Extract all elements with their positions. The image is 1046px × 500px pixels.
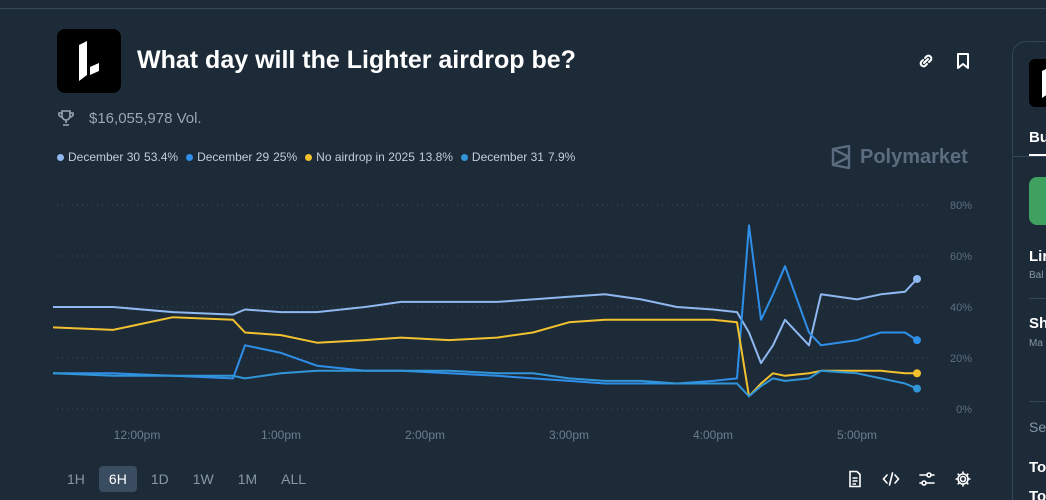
link-icon[interactable] [916,51,936,71]
balance-label: Bal [1029,270,1044,281]
top-divider [0,8,1046,9]
tab-buy[interactable]: Bu [1029,129,1046,146]
gear-icon[interactable] [954,470,972,488]
side-market-logo [1029,59,1046,107]
legend-label: No airdrop in 2025 [316,150,415,164]
legend-value: 7.9% [547,150,576,164]
shares-label: Sh [1029,315,1046,332]
polymarket-logo-icon [831,145,851,169]
x-tick-label: 3:00pm [549,428,589,442]
time-range-selector: 1H 6H 1D 1W 1M ALL [57,466,316,492]
tab-underline [1029,154,1046,156]
volume-text: $16,055,978 Vol. [89,109,202,127]
y-tick-label: 80% [950,200,972,212]
legend-label: December 30 [68,150,141,164]
series-line [53,278,918,365]
polymarket-watermark: Polymarket [830,145,968,169]
range-1h[interactable]: 1H [67,471,85,487]
legend-value: 13.8% [418,150,453,164]
x-tick-label: 4:00pm [693,428,733,442]
outcome-title: Lir [1029,248,1046,265]
price-chart[interactable]: 80% 60% 40% 20% 0% 12:00pm 1:00pm 2:00pm 3:00pm 4… [0,190,990,450]
max-label: Ma [1029,338,1043,349]
legend-item-no-airdrop: No airdrop in 2025 13.8% [305,150,453,164]
document-icon[interactable] [846,470,864,488]
tab-divider [1013,156,1046,157]
legend-dot [460,153,468,161]
x-tick-label: 12:00pm [114,428,161,442]
to-win-label: To [1029,488,1046,500]
embed-code-icon[interactable] [882,470,900,488]
brand-name: Polymarket [860,145,968,168]
x-tick-label: 2:00pm [405,428,445,442]
sell-label[interactable]: Se [1029,419,1046,435]
legend-item-december-29: December 29 25% [186,150,297,164]
legend-value: 53.4% [144,150,179,164]
series-line [52,369,918,398]
legend-label: December 31 [471,150,544,164]
total-label: To [1029,459,1046,476]
range-1m[interactable]: 1M [237,471,258,487]
x-tick-label: 5:00pm [837,428,877,442]
side-divider [1029,401,1046,402]
range-all[interactable]: ALL [281,471,307,487]
y-tick-label: 0% [956,404,972,416]
sliders-icon[interactable] [918,470,936,488]
legend-dot [305,153,313,161]
legend-dot [57,153,64,161]
trade-panel: Bu Lir Bal Sh Ma Se To To [1012,41,1046,500]
trophy-icon [58,110,74,126]
lighter-logo-icon [79,41,99,81]
series-end-dot [913,369,921,378]
chart-tools [846,470,972,488]
series-end-dot [913,384,921,393]
range-6h[interactable]: 6H [98,466,137,492]
series-end-dot [913,274,921,283]
lighter-logo-icon [1042,69,1046,98]
market-logo [57,29,121,93]
series-end-dot [913,336,921,345]
legend-item-december-31: December 31 7.9% [460,150,576,164]
y-tick-label: 60% [950,251,972,263]
series-line [53,224,918,385]
y-tick-label: 40% [950,302,972,314]
market-title: What day will the Lighter airdrop be? [137,46,576,74]
x-tick-label: 1:00pm [261,428,301,442]
side-divider [1029,298,1046,299]
y-tick-label: 20% [950,353,972,365]
series-line [52,316,917,398]
legend-item-december-30: December 30 53.4% [57,150,178,164]
legend-value: 25% [273,150,298,164]
bookmark-icon[interactable] [953,51,973,71]
buy-yes-button[interactable] [1029,177,1046,225]
range-1d[interactable]: 1D [150,471,169,487]
chart-legend: December 30 53.4% December 29 25% No air… [57,150,575,164]
legend-dot [186,153,194,161]
range-1w[interactable]: 1W [192,471,214,487]
volume-row: $16,055,978 Vol. [57,109,202,127]
legend-label: December 29 [197,150,270,164]
